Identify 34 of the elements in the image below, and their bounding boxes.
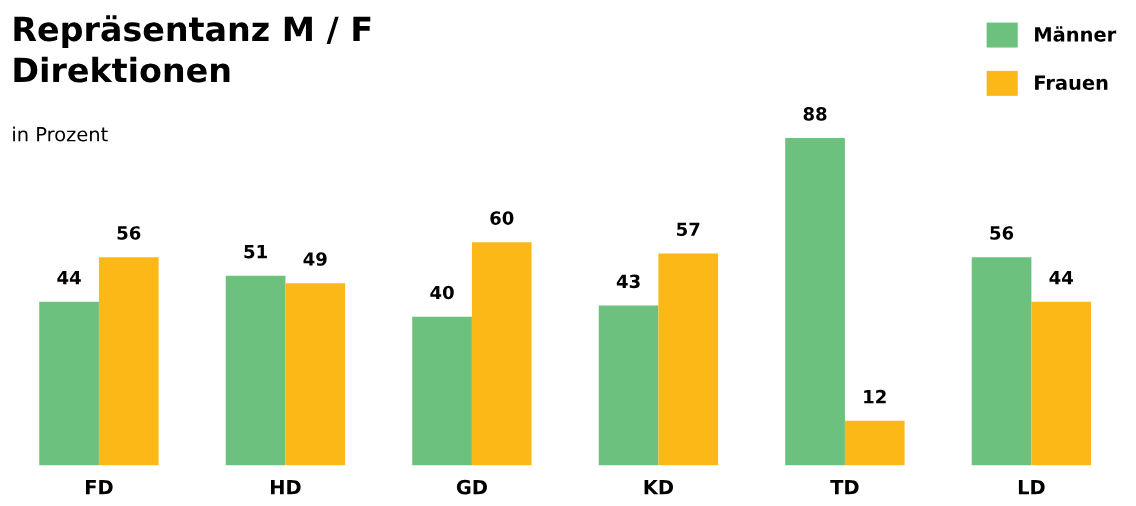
data-label: 51 [244, 244, 267, 259]
bar [844, 420, 905, 466]
data-label: 49 [303, 252, 327, 266]
data-label: 44 [1049, 271, 1073, 285]
bar [658, 253, 719, 466]
bar [471, 242, 532, 466]
bar [285, 283, 346, 466]
data-label: 56 [117, 226, 141, 240]
data-label: 88 [803, 107, 827, 121]
x-tick-label: GD [456, 479, 487, 495]
legend-label: Frauen [1035, 75, 1108, 91]
data-label: 60 [490, 211, 514, 225]
x-tick-label: FD [86, 480, 113, 495]
bar [598, 305, 659, 466]
data-label: 43 [616, 274, 640, 289]
data-label: 40 [430, 285, 454, 300]
data-label: 56 [990, 226, 1014, 240]
bar [98, 257, 159, 466]
bar [785, 138, 845, 466]
bar [1031, 301, 1092, 466]
x-tick-label: LD [1018, 480, 1045, 495]
data-label: 57 [677, 222, 700, 237]
legend-label: Männer [1035, 26, 1117, 42]
data-label: 12 [864, 389, 886, 404]
chart-subtitle: in Prozent [13, 126, 108, 142]
x-tick-label: HD [271, 480, 301, 495]
x-tick-label: KD [644, 480, 673, 495]
chart-title: Repräsentanz M / F Direktionen [14, 15, 371, 83]
bar [971, 257, 1032, 466]
bar [412, 316, 472, 466]
x-tick-label: TD [830, 480, 859, 495]
data-label: 44 [57, 271, 81, 285]
bar [39, 301, 99, 466]
bar [225, 275, 286, 466]
